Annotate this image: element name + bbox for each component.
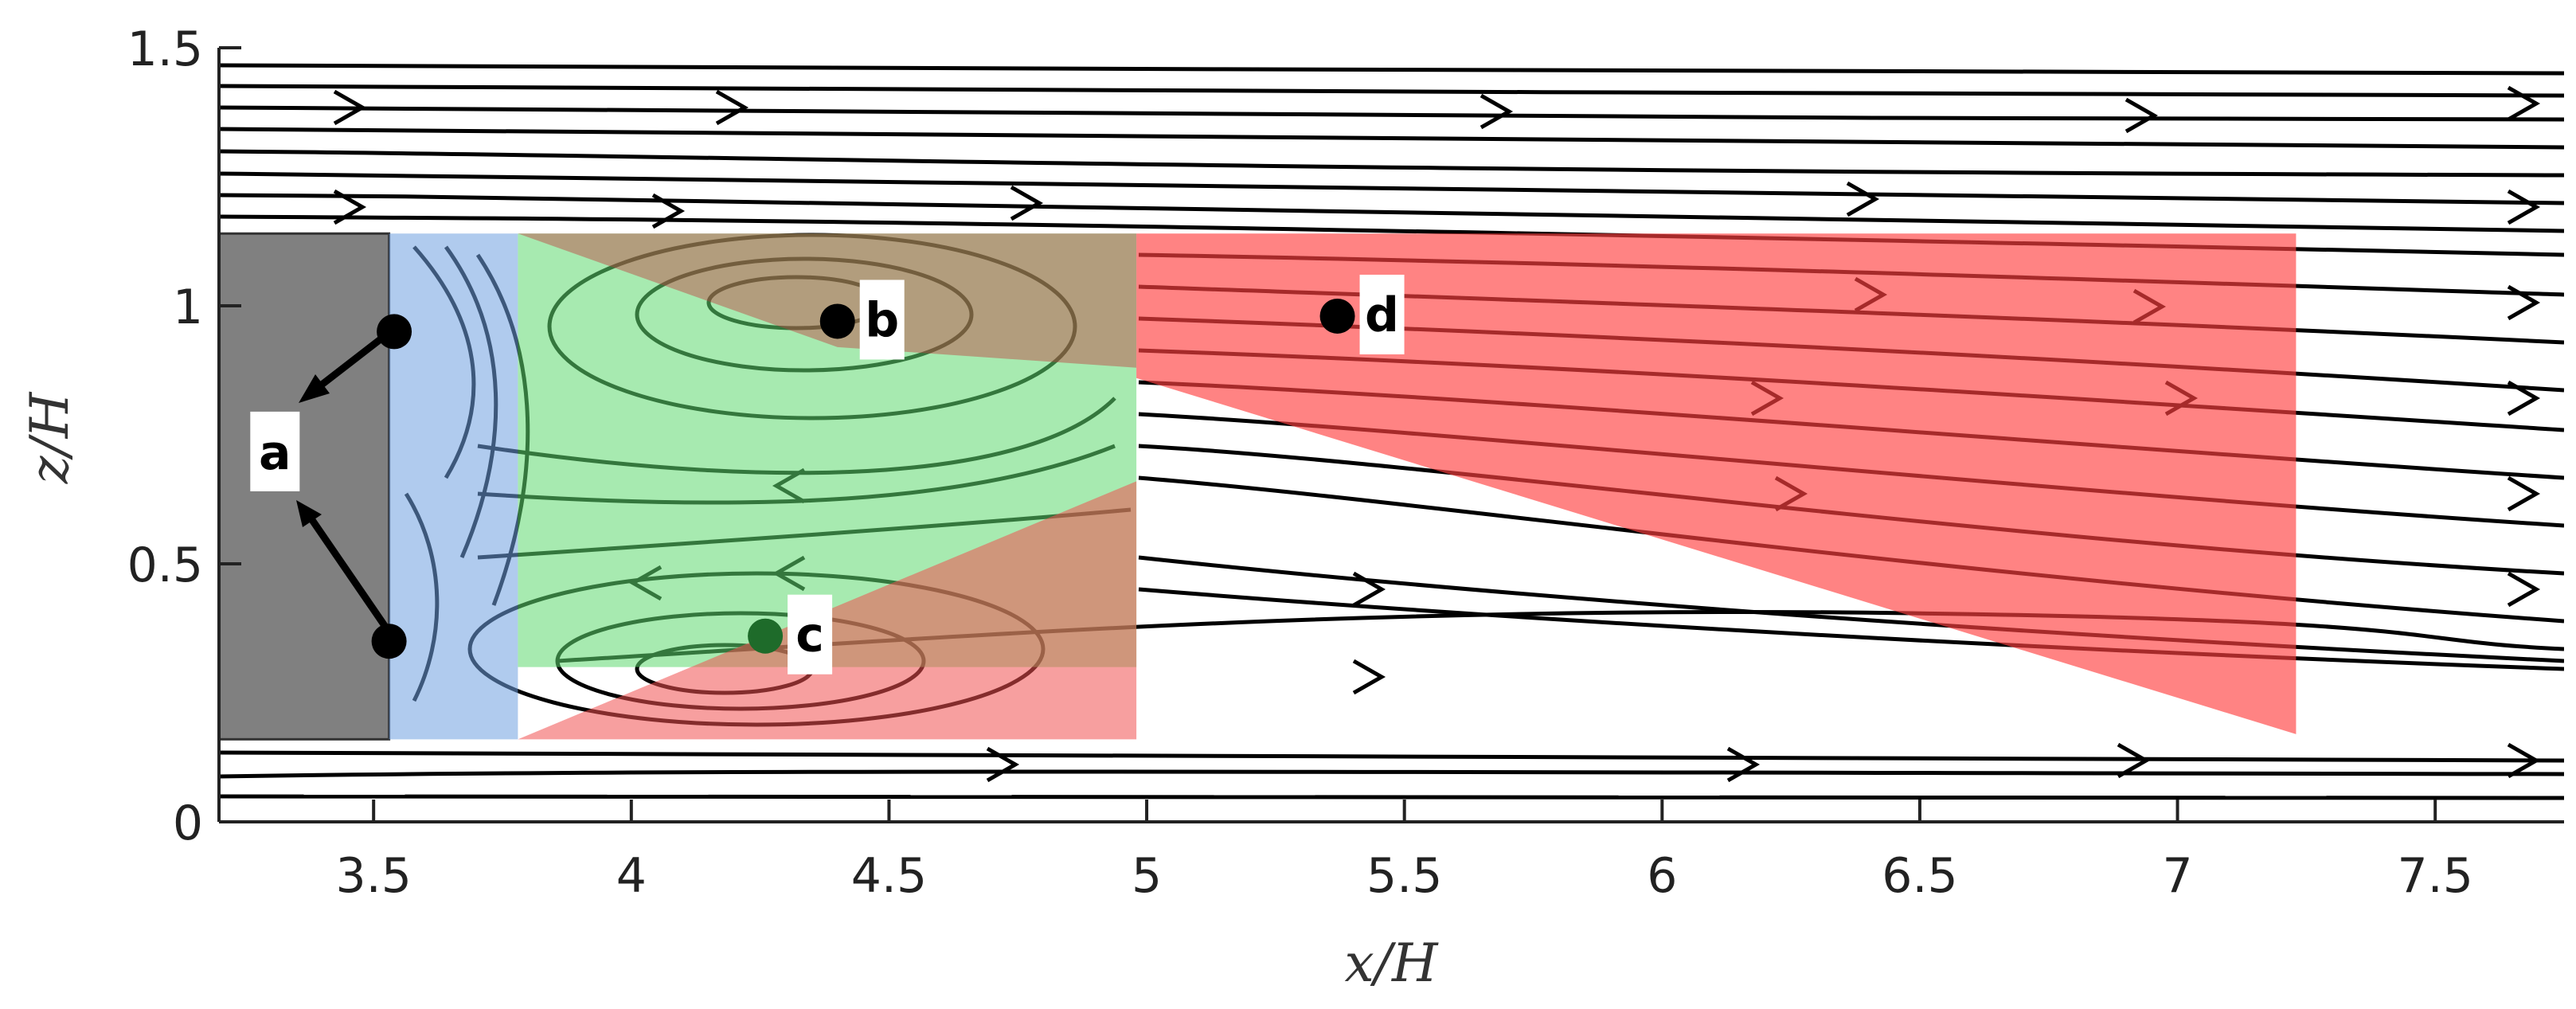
probe-point-1	[371, 624, 407, 659]
x-tick-label: 6.5	[1882, 848, 1957, 904]
arrowhead	[1846, 181, 1880, 217]
probe-point-c	[748, 618, 784, 654]
streamline	[219, 149, 2564, 178]
x-tick-label: 6	[1647, 848, 1677, 904]
arrowhead	[715, 89, 749, 126]
arrow-line-upper	[312, 327, 394, 393]
point-label-bg-c	[788, 594, 833, 675]
point-label-d: d	[1365, 287, 1399, 343]
arrowhead	[2507, 284, 2541, 321]
x-tick-label: 5	[1132, 848, 1162, 904]
y-ticks: 0 0.5 1 1.5	[127, 22, 241, 851]
arrowhead	[333, 89, 367, 126]
obstacle-block	[217, 232, 391, 741]
arrowhead	[1352, 659, 1386, 695]
arrowhead-lower	[296, 500, 322, 527]
region-red-wake	[1136, 233, 2297, 734]
x-tick-label: 3.5	[335, 848, 411, 904]
x-ticks: 3.5 4 4.5 5 5.5 6 6.5 7 7.5	[335, 800, 2473, 904]
arrowhead	[2507, 189, 2541, 225]
arrowhead	[2507, 571, 2541, 608]
x-tick-label: 5.5	[1366, 848, 1442, 904]
x-tick-label: 4	[616, 848, 647, 904]
streamline	[219, 63, 2564, 76]
arrowhead	[1010, 185, 1044, 221]
point-label-bg-a	[250, 411, 300, 491]
y-tick-label: 0	[173, 796, 203, 851]
probe-points: b c d a	[250, 274, 1405, 675]
x-axis-label: x/H	[1344, 933, 1438, 994]
streamline	[219, 84, 2564, 98]
colored-regions	[217, 232, 2297, 741]
arrowhead	[986, 746, 1020, 783]
streamline	[219, 794, 2564, 800]
arrowhead-upper	[299, 374, 330, 403]
region-olive-upper	[518, 233, 1137, 368]
probe-point-d	[1319, 298, 1355, 334]
arrowhead	[2507, 85, 2541, 122]
streamline	[219, 193, 2564, 233]
arrowhead	[1480, 93, 1514, 130]
streamline	[219, 105, 2564, 122]
label-a-arrows	[296, 327, 394, 632]
y-tick-label: 1	[173, 280, 203, 335]
arrowhead	[1726, 746, 1761, 783]
point-label-b: b	[865, 292, 899, 348]
probe-point-b	[819, 303, 855, 339]
point-label-bg-b	[859, 280, 905, 360]
arrow-line-lower	[307, 515, 390, 632]
arrowhead	[2507, 380, 2541, 417]
probe-point-a	[377, 314, 412, 350]
x-tick-label: 4.5	[851, 848, 927, 904]
streamline	[219, 769, 2564, 779]
streamline	[219, 127, 2564, 150]
arrowhead	[651, 193, 686, 229]
arrowhead	[2125, 97, 2159, 134]
arrowhead	[2117, 742, 2151, 779]
y-tick-label: 0.5	[127, 538, 203, 593]
x-tick-label: 7	[2162, 848, 2192, 904]
y-tick-label: 1.5	[127, 22, 203, 77]
arrowhead	[2507, 742, 2541, 779]
x-tick-label: 7.5	[2397, 848, 2472, 904]
point-label-c: c	[795, 608, 824, 663]
point-label-bg-d	[1359, 274, 1405, 354]
arrowhead	[2507, 475, 2541, 512]
arrowhead	[1352, 571, 1386, 608]
arrowhead	[333, 189, 367, 225]
point-label-a: a	[259, 425, 291, 481]
streamline	[219, 749, 2564, 763]
y-axis-label: z/H	[19, 391, 80, 484]
region-blue	[389, 233, 518, 740]
